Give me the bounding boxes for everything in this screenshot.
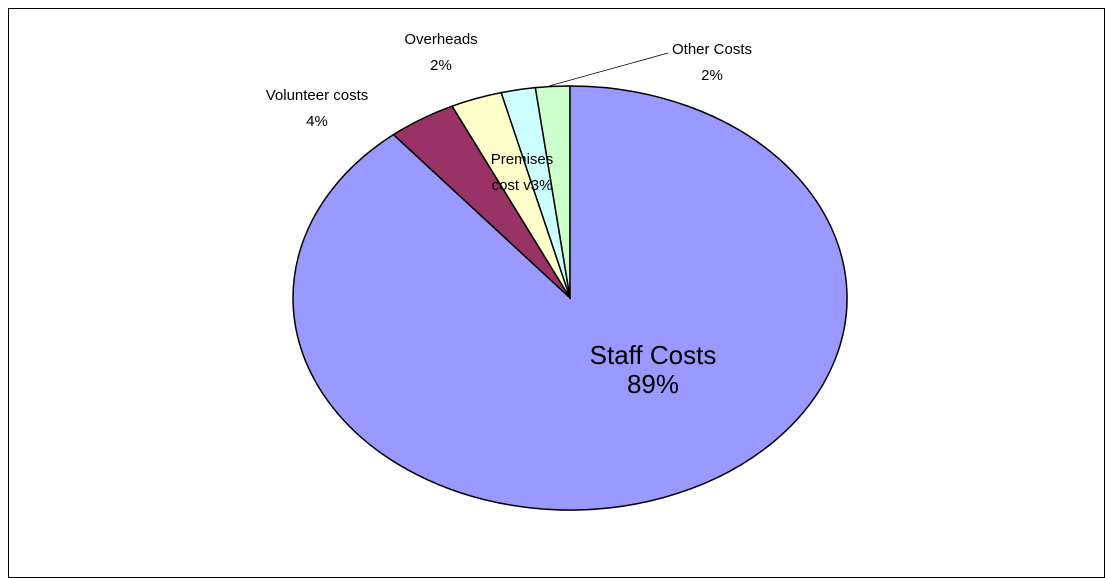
other-costs-label: Other Costs: [672, 41, 752, 58]
volunteer-costs-label: Volunteer costs: [266, 87, 369, 104]
staff-costs-label: Staff Costs: [590, 340, 717, 370]
overheads-label: Overheads: [404, 31, 477, 48]
overheads-percent: 2%: [430, 57, 452, 74]
premises-cost-label: Premises: [491, 151, 554, 168]
pie-slice-staff-costs: [292, 85, 848, 511]
volunteer-costs-percent: 4%: [306, 113, 328, 130]
pie-slices: [292, 85, 848, 511]
other-costs-leader-line: [548, 52, 669, 87]
premises-cost-percent: cost v3%: [492, 177, 553, 194]
other-costs-percent: 2%: [701, 67, 723, 84]
pie-chart: Staff Costs 89% Volunteer costs 4% Premi…: [266, 31, 848, 511]
staff-costs-percent: 89%: [627, 369, 679, 399]
